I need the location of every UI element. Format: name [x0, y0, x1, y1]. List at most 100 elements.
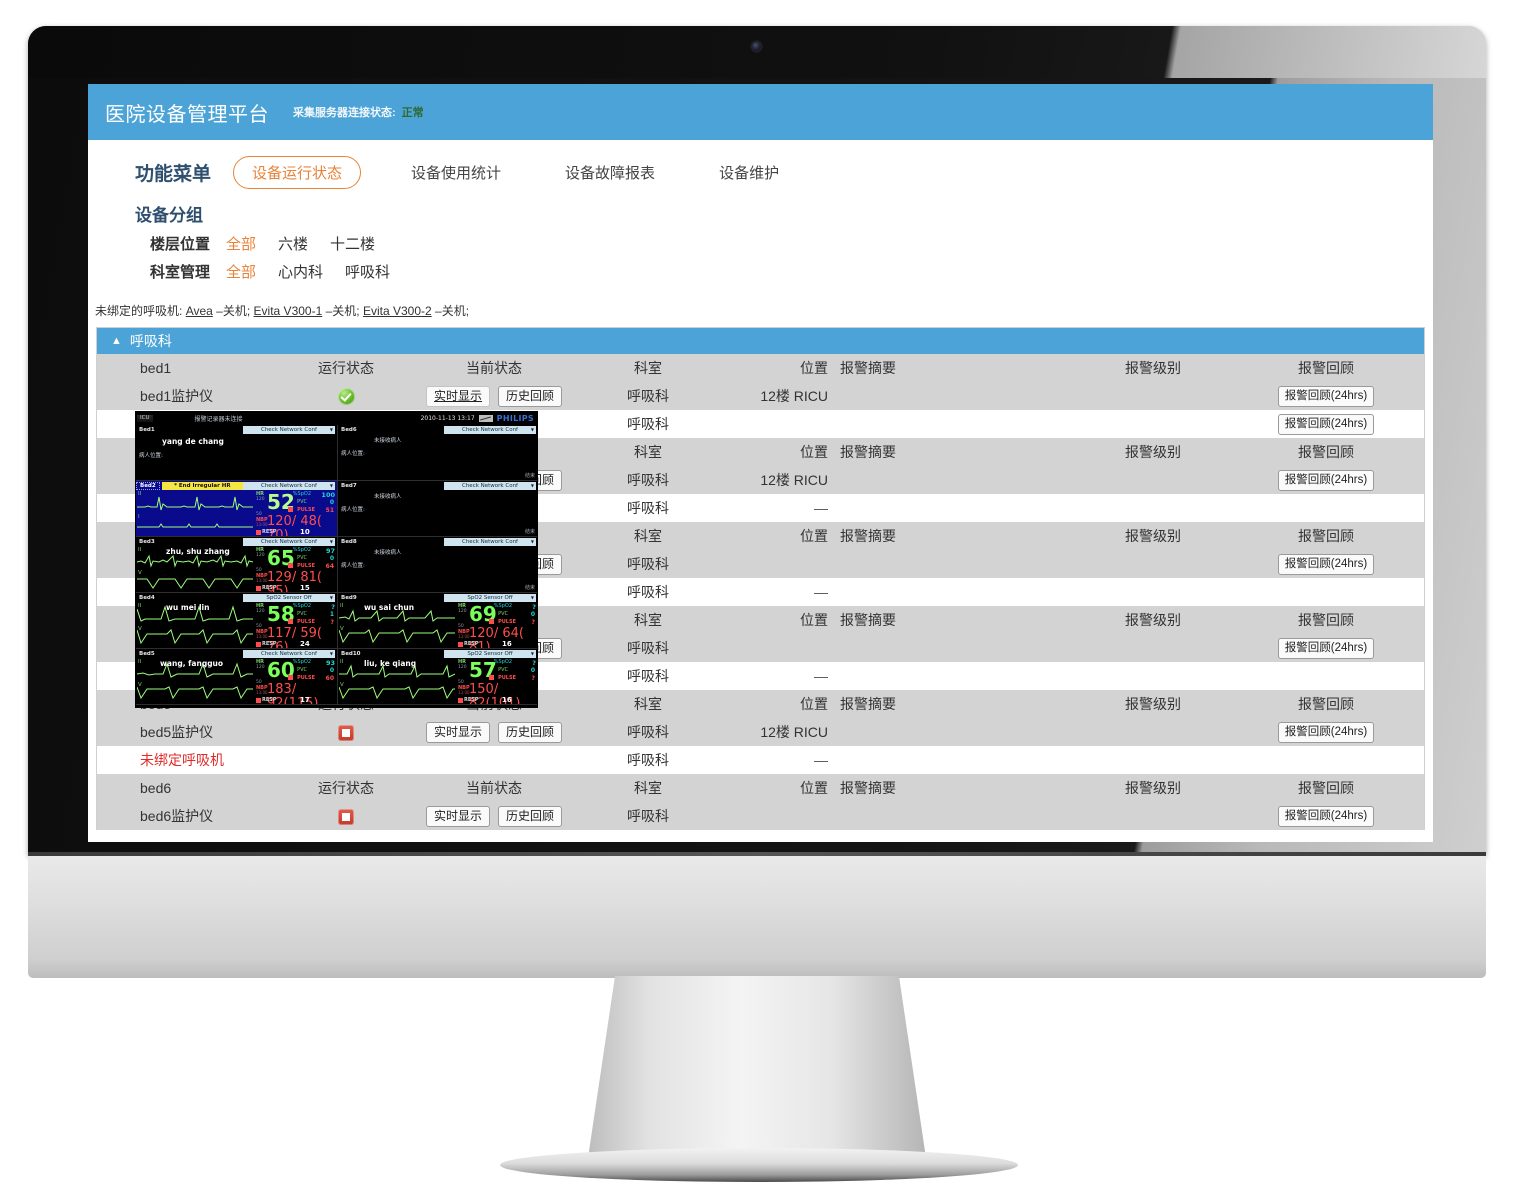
monitor-bed-panel-bed8[interactable]: Bed8 Check Network Conf 未接收病人 病人位置: 结束	[338, 537, 537, 593]
dept-cell: 呼吸科	[627, 668, 669, 684]
table-row-bed6-monitor: bed6监护仪 实时显示 历史回顾 呼吸科 报警回顾(24hrs)	[97, 802, 1424, 830]
spo2-label: %SpO2	[292, 547, 311, 553]
col-location: 位置	[800, 444, 828, 460]
ventilator-link-evita-v300-2[interactable]: Evita V300-2	[362, 304, 432, 318]
monitor-bed-panel-bed4[interactable]: Bed4 SpO2 Sensor Off II V	[136, 593, 337, 649]
check-network-conf-button[interactable]: Check Network Conf	[444, 537, 536, 546]
check-network-conf-button[interactable]: Check Network Conf	[243, 537, 335, 546]
spo2-sensor-off-banner[interactable]: SpO2 Sensor Off	[444, 593, 536, 602]
philips-central-monitor-overlay[interactable]: ICU 报警记录器未连接 2010-11-13 13:17 PHILIPS Be…	[135, 411, 538, 708]
col-current-state: 当前状态	[466, 780, 522, 796]
ecg-waveform-2	[339, 625, 455, 647]
patient-name: wu mei lin	[166, 603, 210, 612]
history-review-button[interactable]: 历史回顾	[497, 805, 562, 827]
hr-value: 58	[267, 602, 295, 626]
spo2-sensor-off-banner[interactable]: SpO2 Sensor Off	[444, 649, 536, 658]
resp-alarm-icon	[458, 698, 463, 703]
history-review-button[interactable]: 历史回顾	[497, 385, 562, 407]
pulse-value: 60	[325, 675, 334, 682]
check-network-conf-button[interactable]: Check Network Conf	[243, 649, 335, 658]
ventilator-link-evita-v300-1[interactable]: Evita V300-1	[253, 304, 323, 318]
floor-option-12f[interactable]: 十二楼	[330, 236, 376, 253]
tab-device-run-status[interactable]: 设备运行状态	[233, 156, 362, 189]
tab-device-usage-stats[interactable]: 设备使用统计	[411, 165, 502, 182]
check-network-conf-button[interactable]: Check Network Conf	[243, 481, 335, 490]
tab-device-fault-report[interactable]: 设备故障报表	[565, 165, 656, 182]
bed-id-label: Bed7	[341, 482, 357, 489]
resp-alarm-icon	[256, 698, 261, 703]
check-network-conf-button[interactable]: Check Network Conf	[243, 425, 335, 434]
nbp-label: NBP	[458, 685, 470, 691]
monitor-bed-panel-bed3[interactable]: Bed3 Check Network Conf II V	[136, 537, 337, 593]
dept-option-all[interactable]: 全部	[226, 264, 257, 281]
patient-name: liu, ke qiang	[364, 659, 417, 668]
alarm-review-24h-button[interactable]: 报警回顾(24hrs)	[1277, 721, 1375, 743]
ecg-waveform-1	[339, 603, 455, 625]
tab-device-maintenance[interactable]: 设备维护	[719, 165, 780, 182]
col-alarm-summary: 报警摘要	[840, 528, 896, 544]
location-cell: 12楼 RICU	[760, 724, 828, 740]
ventilator-state-evita-2: –关机;	[431, 304, 470, 318]
floor-option-all[interactable]: 全部	[226, 236, 257, 253]
ecg-lead-label: II	[138, 659, 142, 665]
pvc-label: PVC	[498, 667, 508, 673]
app-title: 医院设备管理平台	[105, 103, 269, 126]
monitor-bed-panel-bed7[interactable]: Bed7 Check Network Conf 未接收病人 病人位置: 结束	[338, 481, 537, 537]
pulse-value: 64	[325, 563, 334, 570]
patient-location-label: 病人位置:	[139, 453, 163, 459]
check-network-conf-button[interactable]: Check Network Conf	[444, 425, 536, 434]
spo2-value: 100	[321, 491, 335, 499]
end-label: 结束	[524, 585, 535, 591]
col-bed-id: bed1	[140, 360, 172, 376]
realtime-display-button[interactable]: 实时显示	[426, 805, 491, 827]
col-alarm-level: 报警级别	[1125, 360, 1181, 376]
realtime-display-button[interactable]: 实时显示	[426, 385, 491, 407]
monitor-bed-panel-bed10[interactable]: Bed10 SpO2 Sensor Off II V	[338, 649, 537, 705]
floor-option-6f[interactable]: 六楼	[278, 236, 309, 253]
alarm-review-24h-button[interactable]: 报警回顾(24hrs)	[1277, 637, 1375, 659]
col-location: 位置	[800, 780, 828, 796]
alarm-review-24h-button[interactable]: 报警回顾(24hrs)	[1277, 469, 1375, 491]
hr-low-limit: 50	[256, 624, 262, 629]
col-alarm-review: 报警回顾	[1298, 612, 1354, 628]
ecg-waveform-2	[137, 625, 253, 647]
alarm-review-24h-button[interactable]: 报警回顾(24hrs)	[1277, 805, 1375, 827]
col-alarm-review: 报警回顾	[1298, 528, 1354, 544]
pulse-alarm-icon	[489, 619, 494, 624]
monitor-bed-panel-bed9[interactable]: Bed9 SpO2 Sensor Off II V	[338, 593, 537, 649]
col-location: 位置	[800, 528, 828, 544]
dept-option-cardiology[interactable]: 心内科	[278, 264, 324, 281]
pvc-value: 1	[329, 611, 334, 618]
monitor-bed-panel-bed6[interactable]: Bed6 Check Network Conf 未接收病人 病人位置: 结束	[338, 425, 537, 481]
nbp-time: 13:00	[458, 690, 470, 695]
spo2-sensor-off-banner[interactable]: SpO2 Sensor Off	[243, 593, 335, 602]
monitor-bed-panel-bed2[interactable]: Bed2 * End Irregular HR Check Network Co…	[136, 481, 337, 537]
dept-section-header[interactable]: ▲ 呼吸科	[97, 328, 1424, 354]
pulse-value: 51	[325, 507, 334, 514]
dept-option-respiratory[interactable]: 呼吸科	[345, 264, 391, 281]
alarm-review-24h-button[interactable]: 报警回顾(24hrs)	[1277, 385, 1375, 407]
col-dept: 科室	[634, 612, 662, 628]
ecg-waveform-2	[137, 569, 253, 591]
alarm-review-24h-button[interactable]: 报警回顾(24hrs)	[1277, 413, 1375, 435]
col-dept: 科室	[634, 360, 662, 376]
ecg-lead-label-2: V	[138, 682, 142, 688]
realtime-display-button[interactable]: 实时显示	[426, 721, 491, 743]
spo2-value: ?	[532, 603, 536, 611]
alarm-review-cell: 报警回顾(24hrs)	[1228, 637, 1424, 659]
monitor-bed-panel-bed5[interactable]: Bed5 Check Network Conf II V	[136, 649, 337, 705]
alarm-review-24h-button[interactable]: 报警回顾(24hrs)	[1277, 553, 1375, 575]
ecg-waveform-1	[339, 659, 455, 681]
ecg-waveform-2	[137, 513, 253, 535]
server-status-value: 正常	[401, 107, 424, 119]
check-network-conf-button[interactable]: Check Network Conf	[444, 481, 536, 490]
nbp-time: 13:00	[256, 690, 268, 695]
nbp-value: 150/ 82(101)	[469, 682, 521, 705]
monitor-chin	[28, 856, 1486, 978]
ventilator-link-avea[interactable]: Avea	[185, 304, 213, 318]
history-review-button[interactable]: 历史回顾	[497, 721, 562, 743]
col-alarm-summary: 报警摘要	[840, 360, 896, 376]
hr-low-limit: 50	[458, 624, 464, 629]
vitals-body: II V HR 120	[338, 602, 537, 648]
monitor-bed-panel-bed1[interactable]: Bed1 Check Network Conf yang de chang 病人…	[136, 425, 337, 481]
